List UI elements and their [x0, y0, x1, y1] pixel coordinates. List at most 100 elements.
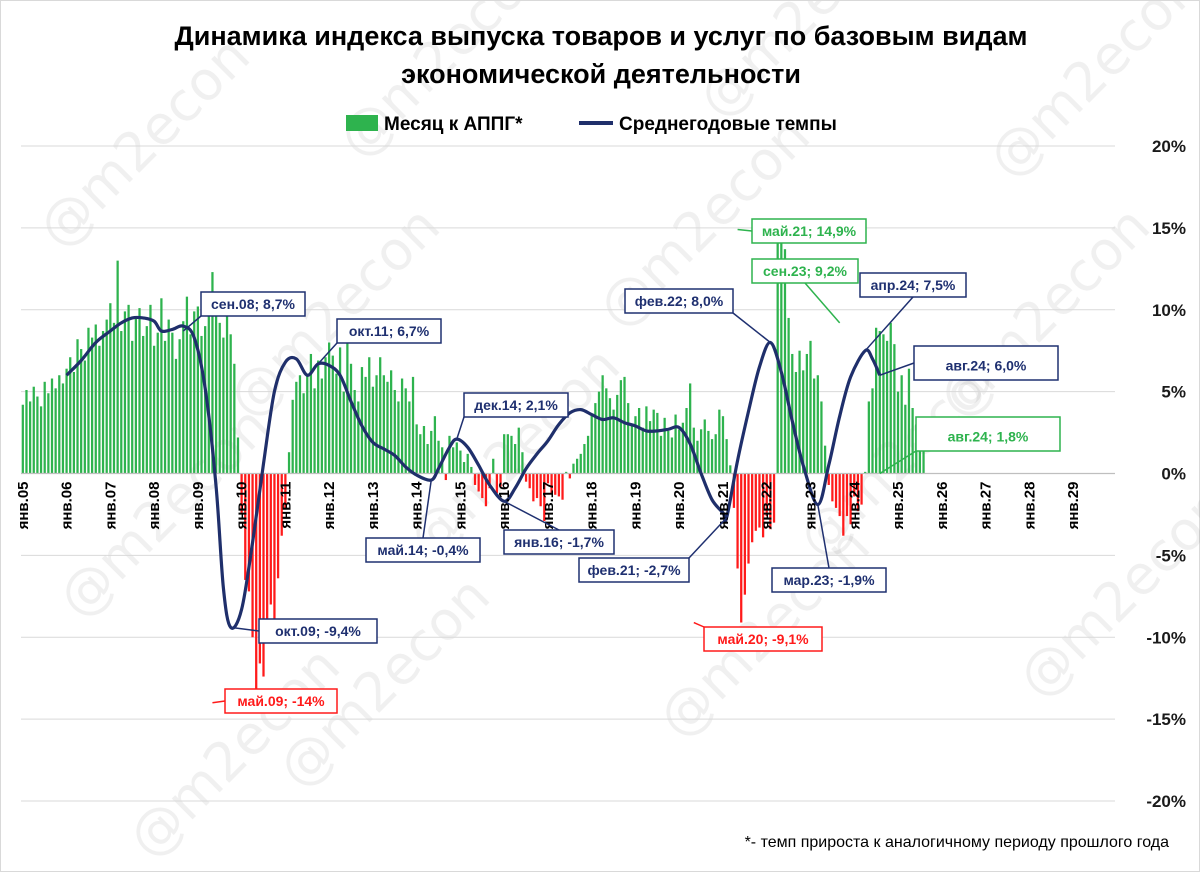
bar — [160, 298, 163, 474]
bar — [510, 435, 513, 474]
bar — [244, 473, 247, 580]
x-tick-label: янв.21 — [715, 482, 732, 530]
bar — [539, 473, 542, 507]
bar — [823, 445, 827, 474]
bar — [605, 388, 608, 474]
bar — [747, 473, 750, 564]
bar — [72, 371, 76, 474]
x-tick-label: янв.18 — [584, 482, 601, 530]
bar — [331, 355, 334, 474]
callout-label: апр.24; 7,5% — [871, 277, 956, 293]
bar — [663, 417, 666, 474]
callout: авг.24; 6,0% — [879, 345, 1059, 381]
bar — [732, 473, 736, 508]
bar — [772, 473, 776, 523]
bar — [761, 473, 765, 538]
bar — [390, 370, 393, 474]
bar — [907, 368, 911, 474]
bar — [780, 229, 783, 474]
bar — [196, 306, 199, 474]
x-tick-label: янв.06 — [59, 482, 76, 530]
bar — [561, 473, 564, 500]
bar — [65, 368, 68, 474]
bar — [893, 344, 896, 474]
bar — [36, 396, 39, 474]
y-tick-label: -5% — [1156, 546, 1186, 565]
bar — [714, 434, 717, 474]
bar — [834, 473, 838, 508]
bar — [120, 331, 123, 474]
callout-label: сен.08; 8,7% — [211, 296, 296, 312]
legend-label-line: Среднегодовые темпы — [619, 114, 837, 135]
bar — [411, 376, 415, 474]
chart-footnote: *- темп прироста к аналогичному периоду … — [745, 834, 1170, 851]
bar — [338, 347, 342, 474]
bar — [342, 391, 345, 474]
bar — [590, 414, 593, 474]
bar — [678, 429, 681, 474]
bar — [69, 357, 72, 474]
bar — [648, 421, 652, 474]
bar — [386, 381, 389, 474]
bar — [754, 473, 757, 531]
bar — [718, 409, 721, 474]
callout-label: мар.23; -1,9% — [783, 572, 875, 588]
callout-box — [751, 258, 859, 284]
bar — [637, 408, 641, 474]
bar — [466, 453, 469, 474]
bar — [506, 434, 509, 474]
bar — [236, 437, 240, 474]
bar — [904, 404, 907, 474]
bar — [233, 363, 236, 474]
callout: окт.09; -9,4% — [230, 618, 378, 644]
bar — [109, 303, 112, 474]
bar — [54, 388, 57, 474]
callout-box — [751, 218, 867, 244]
callout: фев.21; -2,7% — [578, 517, 728, 583]
callout-label: авг.24; 6,0% — [946, 358, 1027, 374]
bar — [492, 458, 495, 474]
bar — [484, 473, 488, 507]
bar — [306, 373, 309, 474]
y-axis-ticks: 20% 15% 10% 5% 0% -5% -10% -15% -20% — [1146, 137, 1186, 811]
bar — [670, 437, 674, 474]
bar — [302, 393, 305, 474]
bar — [608, 398, 612, 474]
bar — [309, 353, 313, 474]
bar — [645, 406, 648, 474]
x-tick-label: янв.27 — [978, 482, 995, 530]
bar — [152, 345, 156, 474]
bar — [543, 473, 546, 521]
callout-label: авг.24; 1,8% — [948, 429, 1029, 445]
bar — [842, 473, 845, 536]
callout: май.09; -14% — [212, 688, 338, 714]
callout-leader-line — [693, 621, 705, 628]
bar — [517, 427, 520, 474]
bar — [820, 401, 823, 474]
y-tick-label: 5% — [1161, 383, 1186, 402]
bar — [586, 435, 590, 474]
callout-leader-line — [422, 479, 432, 539]
callout-box — [915, 416, 1061, 452]
bar — [572, 463, 575, 474]
callout-leader-line — [864, 296, 914, 352]
bar — [627, 403, 630, 474]
bar — [725, 439, 728, 474]
callout-leader-line — [879, 362, 915, 376]
bar — [875, 327, 878, 474]
bar — [838, 473, 841, 517]
bar — [521, 452, 524, 474]
bar — [174, 358, 178, 474]
bar — [743, 473, 746, 595]
bar — [400, 378, 404, 474]
bar — [707, 430, 710, 474]
callout: мар.23; -1,9% — [771, 504, 887, 593]
bar — [532, 473, 535, 502]
bar — [313, 388, 316, 474]
bar — [550, 473, 553, 494]
callout: апр.24; 7,5% — [859, 272, 967, 352]
bar — [255, 473, 258, 703]
bar — [853, 473, 856, 497]
bar — [247, 473, 251, 592]
